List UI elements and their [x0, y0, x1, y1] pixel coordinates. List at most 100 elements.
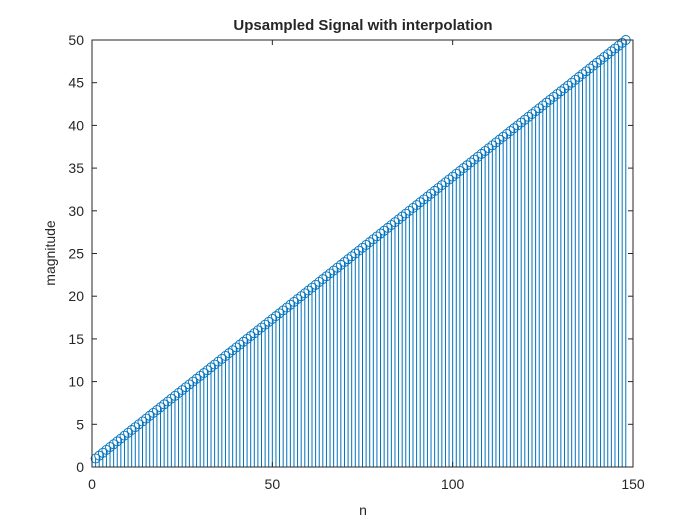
stem-marker	[213, 356, 224, 367]
stem-marker	[390, 217, 400, 228]
stem-marker	[581, 66, 592, 77]
stem-marker	[411, 200, 422, 211]
stem-marker	[426, 188, 436, 199]
stem-marker	[263, 316, 274, 327]
stem-marker	[310, 279, 321, 290]
stem-marker	[591, 57, 602, 68]
stem-marker	[606, 46, 617, 57]
stem-marker	[364, 237, 375, 248]
stem-lines	[95, 40, 627, 467]
x-tick-label: 100	[441, 476, 465, 492]
stem-marker	[281, 302, 292, 313]
stem-marker	[357, 242, 368, 253]
stem-marker	[177, 385, 188, 396]
stem-marker	[314, 277, 325, 287]
stem-marker	[245, 331, 256, 342]
stem-marker	[519, 114, 530, 125]
stem-marker	[94, 450, 105, 461]
stem-marker	[133, 419, 144, 430]
stem-marker	[440, 177, 451, 188]
y-axis-ticks: 0 5 10 15 20 25 30 35 40 45 50	[68, 32, 633, 475]
stem-marker	[447, 171, 458, 182]
stem-marker	[112, 436, 123, 447]
stem-marker	[328, 265, 339, 276]
stem-marker	[296, 291, 307, 302]
stem-marker	[501, 128, 512, 139]
stem-marker	[393, 214, 404, 225]
stem-marker	[220, 351, 231, 361]
stem-marker	[166, 393, 177, 404]
stem-marker	[418, 194, 429, 205]
stem-marker	[454, 165, 465, 176]
y-tick-label: 35	[68, 160, 84, 176]
stem-marker	[451, 168, 462, 179]
stem-marker	[494, 134, 505, 145]
chart-title: Upsampled Signal with interpolation	[233, 17, 492, 34]
stem-marker	[545, 94, 555, 105]
stem-marker	[552, 89, 563, 100]
y-tick-label: 20	[68, 288, 84, 304]
stem-marker	[548, 91, 559, 102]
x-tick-label: 0	[88, 476, 96, 492]
stem-marker	[379, 225, 390, 236]
stem-marker	[563, 80, 574, 91]
stem-marker	[433, 183, 444, 193]
stem-marker	[573, 72, 584, 82]
stem-marker	[570, 74, 581, 85]
stem-marker	[209, 359, 220, 370]
stem-marker	[198, 368, 209, 379]
stem-marker	[216, 353, 227, 364]
y-tick-label: 25	[68, 246, 84, 262]
stem-marker	[361, 240, 372, 250]
stem-marker	[303, 285, 314, 296]
stem-marker	[180, 382, 191, 393]
stem-marker	[534, 103, 545, 114]
stem-marker	[613, 40, 624, 51]
stem-marker	[408, 203, 418, 213]
stem-marker	[498, 131, 509, 142]
stem-marker	[195, 370, 206, 381]
stem-marker	[353, 245, 364, 256]
stem-marker	[256, 322, 267, 333]
y-tick-label: 30	[68, 203, 84, 219]
stem-marker	[602, 49, 613, 60]
stem-marker	[234, 339, 245, 350]
stem-marker	[90, 453, 101, 464]
stem-marker	[404, 205, 415, 216]
stem-marker	[465, 157, 476, 168]
stem-marker	[317, 274, 328, 285]
y-axis-label: magnitude	[42, 220, 58, 286]
x-axis-ticks: 0 50 100 150	[88, 40, 645, 492]
y-tick-label: 50	[68, 32, 84, 48]
stem-marker	[227, 345, 238, 356]
stem-marker	[397, 211, 408, 222]
stem-marker	[267, 314, 278, 324]
stem-marker	[151, 405, 162, 416]
y-tick-label: 0	[76, 459, 84, 475]
stem-marker	[270, 311, 281, 322]
stem-marker	[610, 43, 620, 54]
stem-marker	[289, 296, 299, 307]
stem-marker	[350, 248, 361, 259]
stem-marker	[444, 174, 455, 185]
stem-marker	[148, 407, 159, 418]
stem-marker	[559, 83, 570, 94]
stem-marker	[332, 262, 343, 273]
stem-marker	[144, 410, 155, 421]
y-tick-label: 45	[68, 75, 84, 91]
stem-marker	[141, 413, 152, 424]
stem-marker	[588, 60, 599, 71]
stem-marker	[285, 299, 296, 310]
stem-marker	[325, 268, 335, 279]
x-axis-label: n	[359, 502, 367, 518]
stem-marker	[274, 308, 285, 319]
stem-marker	[382, 222, 393, 233]
stem-marker	[527, 109, 537, 119]
stem-marker	[126, 425, 137, 435]
stem-marker	[105, 442, 115, 453]
stem-marker	[487, 140, 498, 151]
stem-marker	[469, 154, 480, 165]
stem-marker	[599, 52, 610, 63]
stem-marker	[238, 336, 249, 347]
y-tick-label: 5	[76, 416, 84, 432]
